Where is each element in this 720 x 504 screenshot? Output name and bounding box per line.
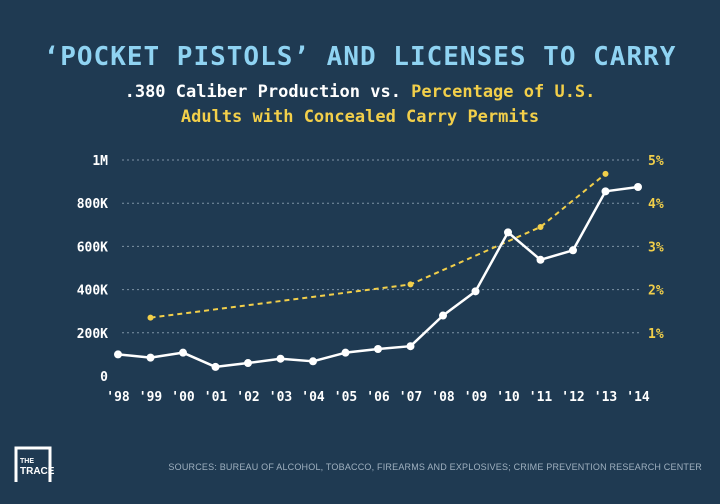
x-axis-tick-label: '02 xyxy=(236,390,259,405)
production-data-point xyxy=(504,228,512,237)
source-note: SOURCES: BUREAU OF ALCOHOL, TOBACCO, FIR… xyxy=(168,462,702,472)
permits-series-line xyxy=(150,173,607,319)
production-data-point xyxy=(406,342,415,351)
x-axis-tick-label: '00 xyxy=(171,390,195,405)
production-data-point xyxy=(536,255,545,264)
left-axis-tick-label: 600K xyxy=(77,240,108,255)
production-data-point xyxy=(601,187,610,196)
production-data-point xyxy=(276,354,285,363)
right-axis-tick-label: 2% xyxy=(648,284,664,299)
right-axis-tick-label: 1% xyxy=(648,327,664,342)
x-axis-tick-label: '13 xyxy=(594,390,617,405)
chart-subtitle-line-1: .380 Caliber Production vs. Percentage o… xyxy=(0,82,720,102)
logo-text-the: THE xyxy=(20,458,34,465)
right-axis-tick-label: 3% xyxy=(648,240,664,255)
production-data-point xyxy=(211,362,220,371)
x-axis-tick-label: '05 xyxy=(334,390,357,405)
production-data-point xyxy=(569,246,577,255)
production-data-point xyxy=(439,311,447,320)
x-axis-tick-label: '07 xyxy=(399,390,422,405)
permits-data-point xyxy=(602,170,609,177)
x-axis-tick-label: '11 xyxy=(529,390,553,405)
production-series-line xyxy=(117,185,639,369)
logo-bracket-icon xyxy=(14,446,52,482)
production-data-point xyxy=(634,183,642,191)
production-data-point xyxy=(341,348,350,357)
right-axis-tick-label: 4% xyxy=(648,197,664,212)
subtitle-production-label: .380 Caliber Production vs. xyxy=(124,82,412,102)
left-axis-tick-label: 200K xyxy=(77,327,108,342)
permits-data-point xyxy=(407,281,414,288)
production-data-point xyxy=(471,287,480,296)
x-axis-tick-label: '10 xyxy=(496,390,520,405)
logo-text-trace: TRACE xyxy=(20,466,55,477)
left-axis-tick-label: 0 xyxy=(100,370,108,385)
x-axis-tick-label: '98 xyxy=(106,390,130,405)
x-axis-tick-label: '08 xyxy=(431,390,455,405)
x-axis-tick-label: '14 xyxy=(626,390,650,405)
permits-data-point xyxy=(147,314,154,321)
x-axis-tick-label: '01 xyxy=(204,390,228,405)
subtitle-permits-label-1: Percentage of U.S. xyxy=(411,82,596,102)
production-data-point xyxy=(374,345,382,353)
production-data-point xyxy=(114,350,122,359)
production-data-point xyxy=(179,348,187,357)
x-axis-tick-label: '09 xyxy=(464,390,487,405)
x-axis-tick-label: '04 xyxy=(301,390,325,405)
left-axis-tick-label: 800K xyxy=(77,197,108,212)
x-axis-tick-label: '03 xyxy=(269,390,292,405)
left-axis-tick-label: 400K xyxy=(77,284,108,299)
subtitle-permits-label-2: Adults with Concealed Carry Permits xyxy=(180,107,540,127)
left-axis-tick-label: 1M xyxy=(92,154,108,169)
permits-data-point xyxy=(537,223,544,230)
chart-title: ‘POCKET PISTOLS’ AND LICENSES TO CARRY xyxy=(43,42,677,72)
x-axis-tick-label: '99 xyxy=(139,390,162,405)
x-axis-tick-label: '06 xyxy=(366,390,390,405)
production-data-point xyxy=(309,357,317,366)
x-axis-tick-label: '12 xyxy=(561,390,584,405)
production-data-point xyxy=(244,359,252,368)
right-axis-tick-label: 5% xyxy=(648,154,664,169)
the-trace-logo: THE TRACE xyxy=(14,446,55,484)
production-data-point xyxy=(146,353,155,362)
